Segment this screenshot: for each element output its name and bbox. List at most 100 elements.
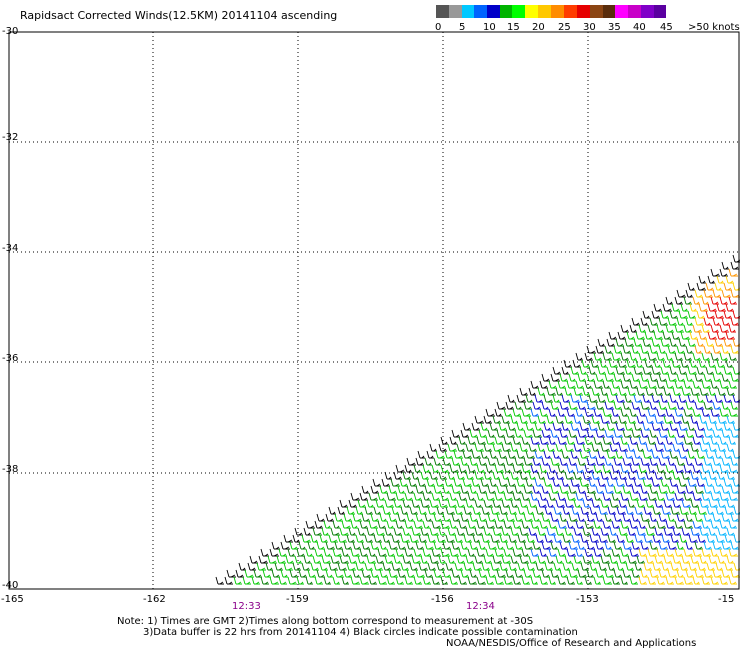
wind-barb bbox=[728, 520, 737, 529]
wind-barb bbox=[499, 534, 508, 543]
wind-barb bbox=[564, 443, 574, 452]
wind-barb bbox=[701, 408, 710, 417]
wind-barb bbox=[379, 541, 387, 550]
y-tick-label: -34 bbox=[2, 243, 19, 254]
wind-barb bbox=[555, 443, 563, 452]
wind-barb bbox=[379, 513, 387, 522]
wind-barb bbox=[591, 555, 600, 564]
wind-barb bbox=[723, 366, 732, 375]
wind-barb bbox=[626, 331, 635, 340]
wind-barb bbox=[662, 359, 671, 368]
wind-barb bbox=[634, 534, 643, 543]
wind-barb bbox=[337, 562, 347, 571]
wind-barb bbox=[660, 366, 669, 375]
wind-barb bbox=[618, 415, 627, 424]
wind-barb bbox=[579, 450, 588, 459]
wind-barb bbox=[662, 303, 672, 312]
wind-barb bbox=[492, 471, 500, 480]
wind-barb bbox=[417, 478, 426, 487]
wind-barb bbox=[543, 450, 551, 459]
wind-barb bbox=[507, 450, 516, 459]
wind-barb bbox=[624, 366, 632, 375]
wind-barb bbox=[728, 464, 738, 473]
wind-barb bbox=[496, 513, 505, 522]
wind-barb bbox=[730, 345, 739, 354]
wind-barb bbox=[557, 492, 566, 501]
wind-barb bbox=[676, 541, 684, 550]
wind-barb bbox=[667, 541, 677, 550]
wind-barb bbox=[408, 478, 417, 487]
wind-barb bbox=[661, 562, 669, 571]
wind-barb bbox=[462, 450, 472, 459]
wind-barb bbox=[676, 569, 684, 578]
wind-barb bbox=[341, 520, 351, 529]
wind-barb bbox=[359, 520, 368, 529]
wind-barb bbox=[490, 506, 500, 515]
wind-barb bbox=[373, 562, 383, 571]
wind-barb bbox=[525, 478, 533, 487]
wind-barb bbox=[721, 401, 729, 410]
wind-barb bbox=[355, 506, 363, 515]
wind-barb bbox=[330, 527, 340, 536]
wind-barb bbox=[707, 303, 717, 312]
wind-barb bbox=[550, 457, 560, 466]
wind-barb bbox=[539, 548, 547, 557]
wind-barb bbox=[469, 429, 478, 438]
wind-barb bbox=[703, 569, 713, 578]
wind-barb bbox=[730, 457, 738, 466]
wind-barb bbox=[445, 534, 455, 543]
wind-barb bbox=[665, 380, 674, 389]
wind-barb bbox=[651, 450, 659, 459]
wind-barb bbox=[624, 450, 633, 459]
wind-barb bbox=[600, 527, 609, 536]
wind-barb bbox=[593, 548, 602, 557]
wind-barb bbox=[543, 394, 553, 403]
wind-barb bbox=[530, 520, 539, 529]
wind-barb bbox=[438, 499, 448, 508]
wind-barb bbox=[321, 555, 331, 564]
wind-barb bbox=[708, 443, 717, 452]
wind-barb bbox=[409, 506, 418, 515]
wind-barb bbox=[550, 373, 560, 382]
wind-barb bbox=[561, 478, 569, 487]
wind-barb bbox=[368, 492, 378, 501]
wind-barb bbox=[474, 499, 482, 508]
wind-barb bbox=[382, 562, 391, 571]
wind-barb bbox=[566, 380, 576, 389]
wind-barb bbox=[701, 548, 711, 557]
wind-barb bbox=[357, 499, 366, 508]
wind-barb bbox=[717, 443, 726, 452]
wind-barb bbox=[593, 492, 601, 501]
wind-barb bbox=[528, 555, 537, 564]
wind-barb bbox=[559, 569, 568, 578]
wind-barb bbox=[577, 541, 585, 550]
wind-barb bbox=[573, 471, 582, 480]
wind-barb bbox=[591, 527, 599, 536]
wind-barb bbox=[559, 373, 568, 382]
wind-barb bbox=[564, 415, 573, 424]
wind-barb bbox=[375, 499, 384, 508]
wind-barb bbox=[535, 506, 544, 515]
wind-barb bbox=[600, 415, 610, 424]
wind-barb bbox=[638, 352, 647, 361]
wind-barb bbox=[676, 345, 685, 354]
wind-barb bbox=[687, 310, 696, 319]
wind-barb bbox=[580, 506, 589, 515]
wind-barb bbox=[633, 394, 642, 403]
wind-barb bbox=[647, 576, 656, 585]
wind-barb bbox=[620, 520, 629, 529]
wind-barb bbox=[442, 569, 451, 578]
wind-barb bbox=[391, 562, 401, 571]
wind-barb bbox=[609, 555, 618, 564]
colorbar-swatch bbox=[603, 5, 615, 18]
wind-barb bbox=[413, 520, 423, 529]
wind-barb bbox=[287, 576, 297, 585]
wind-barb bbox=[544, 506, 552, 515]
wind-barb bbox=[629, 548, 639, 557]
wind-barb bbox=[683, 380, 691, 389]
wind-barb bbox=[679, 562, 688, 571]
wind-barb bbox=[541, 401, 549, 410]
wind-barb bbox=[701, 296, 709, 305]
wind-barb bbox=[235, 569, 244, 578]
wind-barb bbox=[636, 387, 645, 396]
